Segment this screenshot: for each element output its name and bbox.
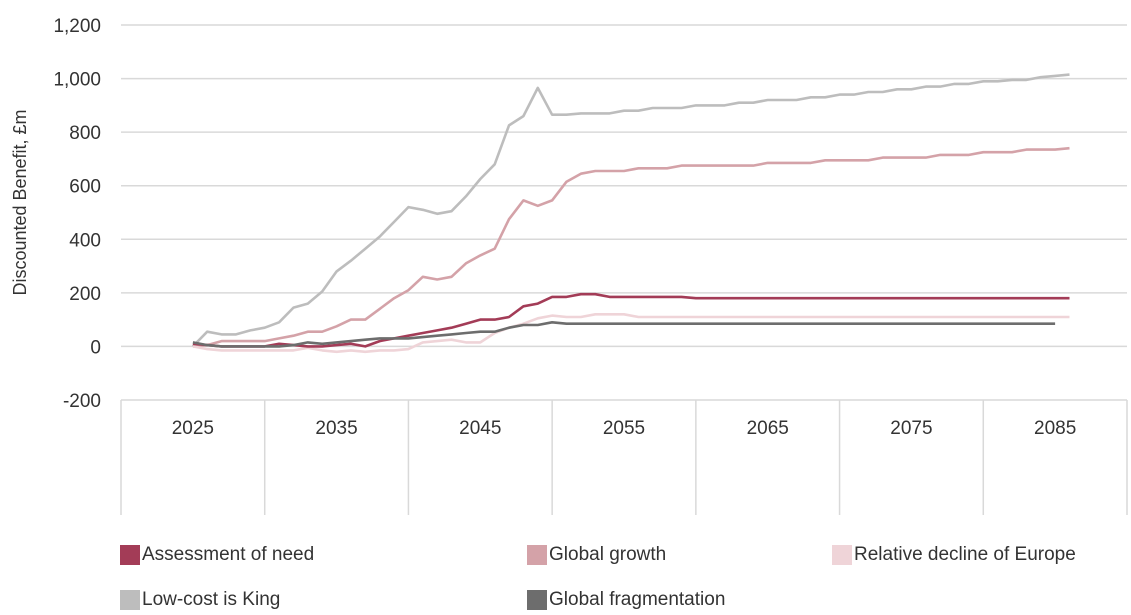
x-tick-label: 2085 — [1034, 418, 1076, 439]
legend-swatch — [527, 590, 547, 610]
x-tick-label: 2035 — [315, 418, 357, 439]
x-tick-label: 2025 — [172, 418, 214, 439]
x-tick-label: 2055 — [603, 418, 645, 439]
y-tick-label: 600 — [69, 177, 101, 198]
y-tick-label: 0 — [90, 337, 101, 358]
y-tick-label: -200 — [63, 391, 101, 412]
x-tick-label: 2065 — [747, 418, 789, 439]
y-tick-label: 200 — [69, 284, 101, 305]
legend-item: Global growth — [527, 540, 666, 570]
x-axis-category-lines — [120, 400, 1128, 515]
series-lines — [191, 73, 1070, 354]
legend-swatch — [120, 590, 140, 610]
legend-swatch — [832, 545, 852, 565]
gridlines — [121, 24, 1127, 401]
legend-label: Assessment of need — [142, 544, 315, 565]
chart-legend: Assessment of need Global growth Relative … — [120, 538, 1131, 610]
legend-item: Relative decline of Europe — [832, 540, 1076, 570]
y-tick-label: 400 — [69, 230, 101, 251]
y-axis-label: Discounted Benefit, £m — [10, 109, 30, 295]
legend-item: Assessment of need — [120, 540, 314, 570]
legend-item: Global fragmentation — [527, 585, 725, 615]
legend-swatch — [527, 545, 547, 565]
y-tick-label: 1,200 — [53, 16, 101, 37]
legend-label: Global growth — [549, 544, 667, 565]
series-line-low-cost-is-king — [191, 73, 1070, 348]
y-tick-label: 1,000 — [53, 70, 101, 91]
legend-swatch — [120, 545, 140, 565]
legend-label: Relative decline of Europe — [854, 544, 1076, 565]
legend-label: Low-cost is King — [142, 589, 281, 610]
y-tick-label: 800 — [69, 123, 101, 144]
series-line-global-growth — [192, 146, 1070, 348]
y-axis-ticks: -200 0 200 400 600 800 1,000 1,200 — [53, 16, 101, 412]
legend-item: Low-cost is King — [120, 585, 280, 615]
x-tick-label: 2075 — [890, 418, 932, 439]
legend-label: Global fragmentation — [549, 589, 726, 610]
series-line-assessment-of-need — [192, 292, 1070, 348]
series-line-global-fragmentation — [192, 320, 1056, 348]
series-line-relative-decline-of-europe — [192, 312, 1070, 354]
x-axis-ticks: 2025 2035 2045 2055 2065 2075 2085 — [172, 418, 1077, 439]
x-tick-label: 2045 — [459, 418, 501, 439]
line-chart: -200 0 200 400 600 800 1,000 1,200 2025 2035 2045… — [10, 16, 1128, 515]
